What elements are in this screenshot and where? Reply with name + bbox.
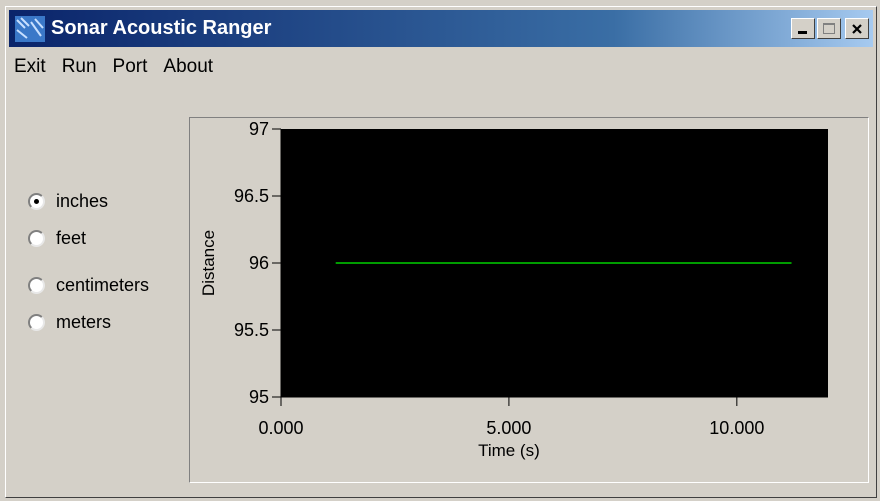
radio-label: feet: [56, 228, 87, 248]
y-tick-label: 95: [249, 387, 269, 407]
sonar-app-icon: [15, 15, 45, 42]
x-tick-label: 0.000: [258, 418, 303, 438]
title-bar[interactable]: Sonar Acoustic Ranger: [9, 10, 873, 47]
distance-graph-panel: 95 95.5 96 96.5 97 0.000 5.000 10.000 Time (s) Di…: [189, 117, 869, 483]
distance-chart: 95 95.5 96 96.5 97 0.000 5.000 10.000 Time (s) Di…: [199, 119, 828, 460]
y-tick-label: 95.5: [234, 320, 269, 340]
y-tick-label: 96.5: [234, 186, 269, 206]
y-axis-title: Distance: [199, 230, 218, 296]
radio-button[interactable]: [28, 193, 45, 210]
radio-centimeters[interactable]: centimeters: [28, 275, 149, 296]
y-tick-label: 96: [249, 253, 269, 273]
x-tick-label: 10.000: [709, 418, 764, 438]
menu-run[interactable]: Run: [61, 56, 97, 77]
radio-inches[interactable]: inches: [28, 191, 108, 212]
app-window: Sonar Acoustic Ranger Exit Run Port Abou…: [5, 6, 877, 498]
minimize-icon: [798, 30, 807, 34]
radio-meters[interactable]: meters: [28, 312, 111, 333]
radio-label: inches: [56, 191, 109, 211]
close-icon: [852, 23, 862, 34]
minimize-button[interactable]: [791, 18, 815, 39]
radio-button[interactable]: [28, 230, 45, 247]
menu-port[interactable]: Port: [112, 56, 148, 77]
maximize-button[interactable]: [817, 18, 841, 39]
y-tick-label: 97: [249, 119, 269, 139]
x-axis-title: Time (s): [478, 441, 540, 460]
x-tick-label: 5.000: [486, 418, 531, 438]
radio-label: centimeters: [56, 275, 150, 295]
menu-bar: Exit Run Port About: [12, 53, 221, 81]
radio-label: meters: [56, 312, 112, 332]
maximize-icon: [823, 23, 835, 34]
radio-feet[interactable]: feet: [28, 228, 86, 249]
menu-exit[interactable]: Exit: [14, 56, 46, 77]
radio-button[interactable]: [28, 314, 45, 331]
close-button[interactable]: [845, 18, 869, 39]
menu-about[interactable]: About: [163, 56, 214, 77]
window-title: Sonar Acoustic Ranger: [51, 17, 272, 39]
radio-button[interactable]: [28, 277, 45, 294]
